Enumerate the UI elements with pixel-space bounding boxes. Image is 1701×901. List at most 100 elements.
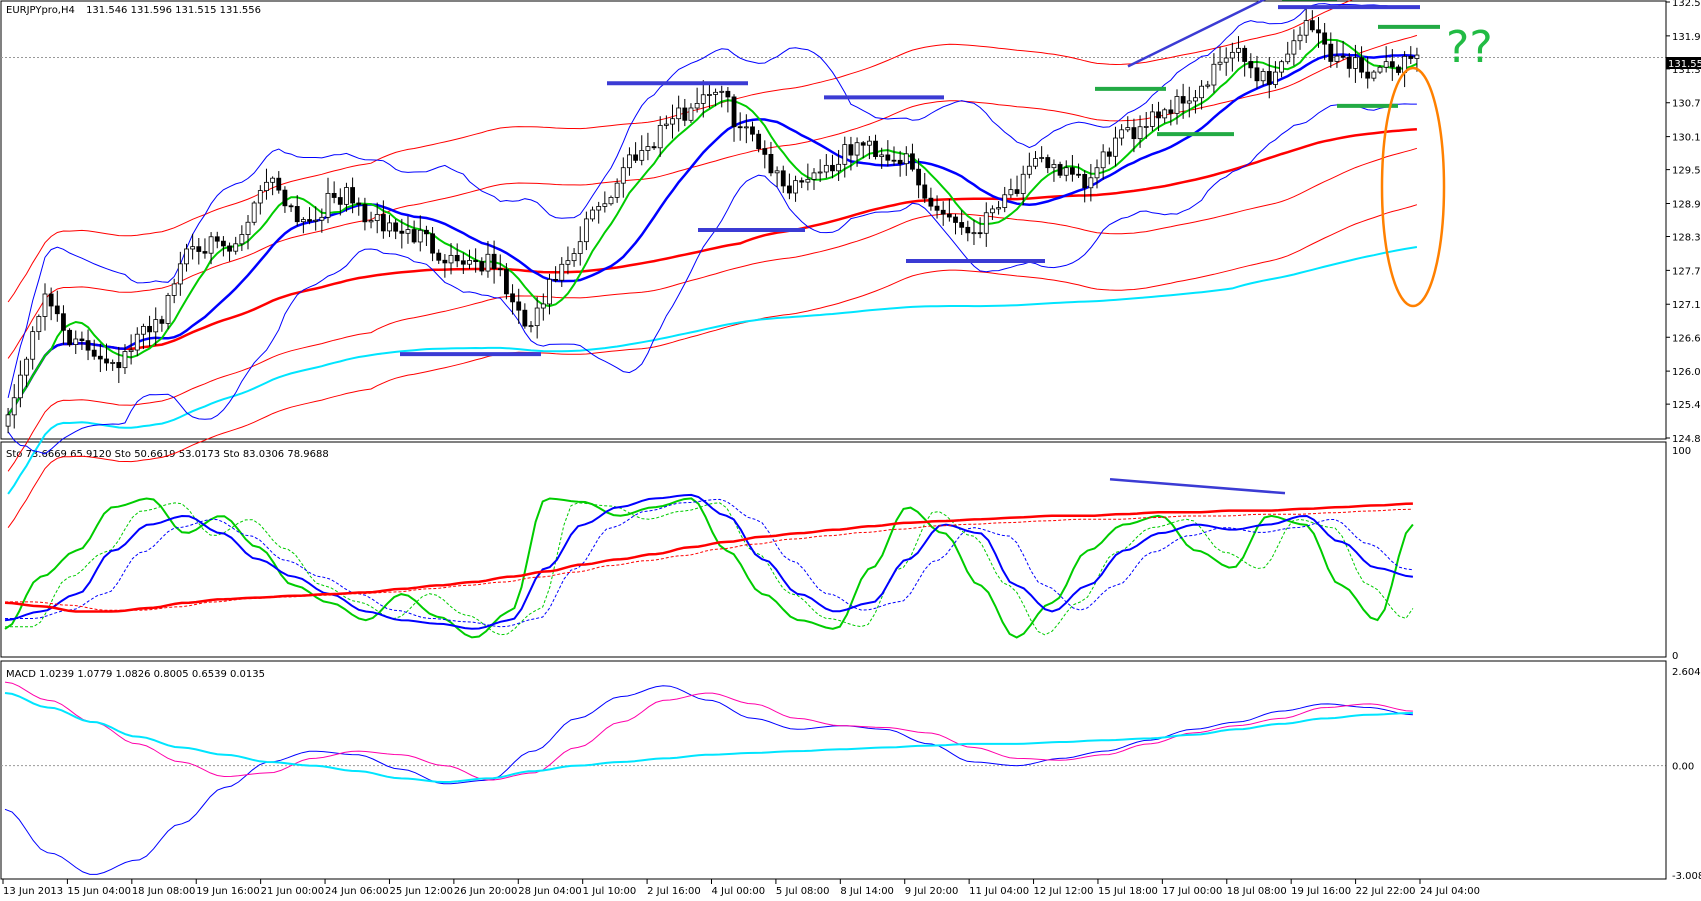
- candle-body: [922, 184, 928, 199]
- candle-body: [1131, 127, 1137, 140]
- candle-body: [239, 234, 245, 245]
- candle-body: [1143, 126, 1149, 128]
- candle-body: [196, 246, 202, 252]
- candle-body: [356, 202, 362, 205]
- candle-body: [1168, 109, 1174, 114]
- candle-body: [1371, 71, 1377, 79]
- time-tick-label: 17 Jul 00:00: [1162, 886, 1222, 897]
- candle-body: [903, 153, 909, 165]
- time-tick-label: 5 Jul 08:00: [776, 886, 830, 897]
- candle-body: [1045, 157, 1051, 169]
- candle-body: [1383, 61, 1389, 68]
- stochastic-divergence-line: [1109, 478, 1286, 495]
- time-tick-label: 12 Jul 12:00: [1034, 886, 1094, 897]
- price-tick-label: 128.385: [1672, 233, 1701, 244]
- candle-body: [1316, 29, 1321, 34]
- candle-body: [454, 254, 460, 262]
- price-tick-label: 129.570: [1672, 166, 1701, 177]
- price-tick-label: 127.185: [1672, 300, 1701, 311]
- candle-body: [787, 185, 792, 194]
- candle-body: [737, 126, 743, 129]
- candle-body: [257, 190, 263, 204]
- candle-body: [1149, 111, 1155, 127]
- stochastic-signal-1: [5, 502, 1414, 636]
- candle-body: [430, 233, 435, 254]
- macd-tick-label: -3.0089: [1672, 871, 1701, 882]
- macd-tick-label: 2.6047: [1672, 667, 1701, 678]
- candle-body: [1199, 85, 1204, 99]
- candle-body: [1389, 61, 1395, 68]
- candle-body: [1396, 66, 1401, 73]
- price-tick-label: 132.540: [1672, 0, 1701, 9]
- price-tick-label: 126.600: [1672, 333, 1701, 344]
- grid-lines: [1, 57, 1666, 767]
- candle-body: [1254, 67, 1260, 82]
- candle-body: [1236, 47, 1241, 53]
- candle-body: [134, 333, 140, 351]
- candle-body: [1156, 111, 1161, 119]
- time-tick-label: 15 Jul 18:00: [1098, 886, 1158, 897]
- candle-body: [676, 107, 682, 120]
- candle-body: [774, 170, 780, 174]
- candle-body: [1414, 54, 1420, 59]
- candle-body: [190, 246, 196, 250]
- candle-body: [85, 340, 91, 351]
- time-tick-label: 1 Jul 10:00: [583, 886, 637, 897]
- candle-body: [30, 331, 36, 360]
- candle-body: [1297, 34, 1303, 42]
- candle-body: [1076, 173, 1081, 176]
- envelope-upper-2: [7, 0, 1353, 303]
- candle-body: [1026, 165, 1032, 175]
- candle-body: [731, 96, 737, 128]
- candle-body: [694, 102, 700, 109]
- stochastic-tick-label: 0: [1672, 651, 1678, 662]
- candle-body: [1063, 167, 1069, 176]
- candle-body: [583, 218, 589, 243]
- candle-body: [362, 204, 368, 223]
- time-tick-label: 11 Jul 04:00: [969, 886, 1029, 897]
- candle-body: [110, 362, 116, 364]
- candle-body: [651, 146, 657, 149]
- candle-body: [633, 154, 638, 161]
- cyan-ma-line: [7, 246, 1418, 495]
- candle-body: [368, 220, 374, 223]
- time-tick-label: 26 Jun 20:00: [454, 886, 518, 897]
- candle-body: [1322, 32, 1328, 45]
- candle-body: [325, 192, 331, 218]
- candle-body: [171, 283, 177, 296]
- candle-body: [165, 295, 171, 324]
- candle-body: [940, 209, 946, 215]
- price-tick-label: 130.755: [1672, 99, 1701, 110]
- candle-body: [707, 94, 712, 96]
- candle-body: [417, 229, 423, 243]
- candle-body: [491, 253, 497, 270]
- candle-body: [768, 153, 774, 174]
- candle-body: [177, 263, 183, 285]
- time-tick-label: 21 Jun 00:00: [261, 886, 325, 897]
- macd-line-3: [4, 692, 1413, 784]
- candle-body: [1088, 177, 1094, 189]
- candle-body: [1205, 84, 1211, 87]
- candle-body: [1002, 194, 1008, 208]
- candle-body: [184, 248, 189, 265]
- candle-body: [405, 229, 411, 234]
- support-resistance-levels: [400, 0, 1440, 357]
- candle-body: [1033, 158, 1038, 167]
- candle-body: [300, 219, 306, 223]
- candle-body: [528, 325, 534, 328]
- candle-body: [1303, 20, 1309, 36]
- candle-body: [1242, 47, 1248, 62]
- candle-body: [540, 303, 546, 309]
- bollinger-lower: [7, 103, 1417, 455]
- candle-body: [97, 355, 103, 360]
- candle-body: [387, 222, 392, 232]
- candle-body: [393, 222, 399, 232]
- candle-body: [1309, 20, 1315, 31]
- candle-body: [202, 251, 208, 254]
- candle-body: [73, 338, 79, 345]
- candle-body: [916, 168, 921, 186]
- candle-body: [17, 374, 23, 399]
- candle-body: [54, 305, 60, 315]
